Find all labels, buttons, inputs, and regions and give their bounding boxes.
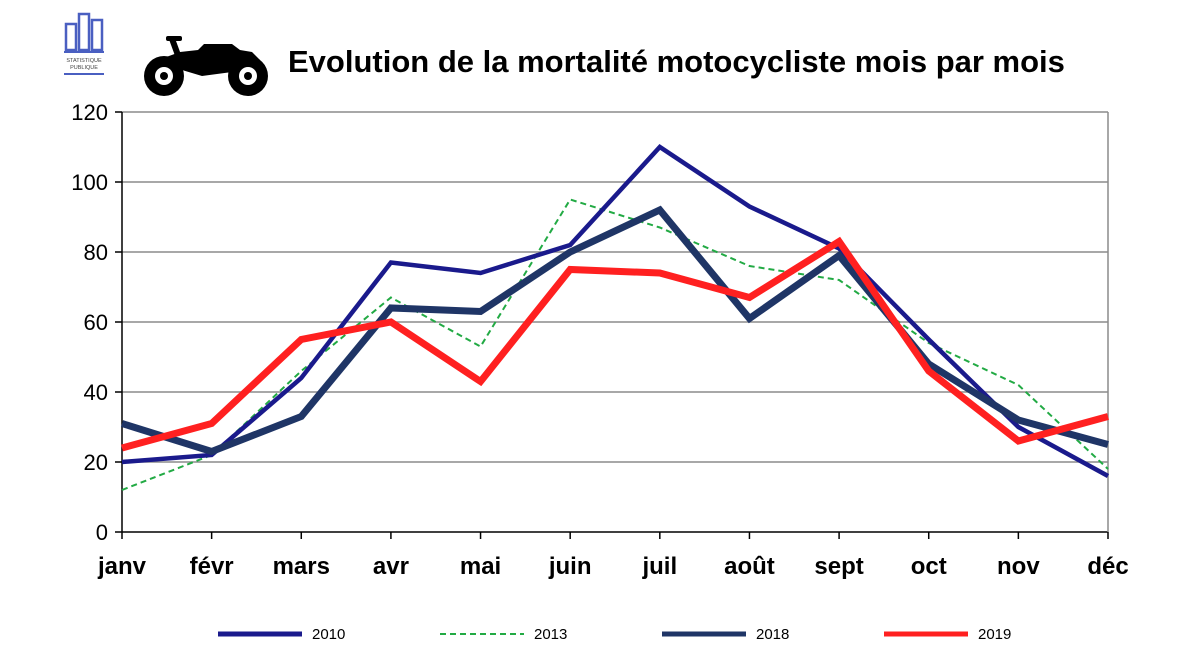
x-tick-label-9: oct [911, 553, 947, 580]
legend-swatch-2019 [884, 631, 968, 637]
legend-swatch-2010 [218, 631, 302, 637]
chart-legend: 2010 2013 2018 2019 [0, 622, 1200, 646]
legend-item-2010: 2010 [218, 622, 345, 646]
legend-label-2019: 2019 [978, 625, 1012, 643]
x-tick-label-1: févr [190, 553, 234, 580]
x-tick-label-2: mars [273, 553, 330, 580]
svg-text:PUBLIQUE: PUBLIQUE [70, 65, 98, 71]
legend-swatch-2018 [662, 631, 746, 637]
y-tick-label: 20 [84, 450, 108, 475]
x-tick-label-7: août [724, 553, 775, 580]
x-tick-label-0: janv [97, 553, 147, 580]
statistique-publique-logo: STATISTIQUE PUBLIQUE [64, 12, 104, 75]
chart-grid [122, 111, 1108, 463]
legend-item-2019: 2019 [884, 622, 1011, 646]
series-line-2013 [121, 198, 1109, 491]
chart-axes [115, 111, 1109, 539]
svg-text:STATISTIQUE: STATISTIQUE [66, 58, 102, 64]
x-tick-label-3: avr [373, 553, 409, 580]
x-tick-label-11: déc [1087, 553, 1128, 580]
legend-swatch-2013 [440, 633, 524, 635]
motorcycle-icon [144, 36, 268, 96]
legend-item-2013: 2013 [440, 622, 567, 646]
series-line-2018 [120, 205, 1109, 456]
chart-title: Evolution de la mortalité motocycliste m… [288, 44, 1065, 79]
y-tick-label: 0 [96, 520, 108, 545]
chart-series [120, 144, 1110, 491]
legend-label-2010: 2010 [312, 625, 346, 643]
y-tick-label: 120 [71, 100, 108, 125]
y-tick-label: 60 [84, 310, 108, 335]
line-chart: 0 20 40 60 80 100 120 janv févr mars avr mai juin ju… [71, 100, 1129, 580]
x-tick-label-10: nov [997, 553, 1040, 580]
legend-label-2018: 2018 [756, 625, 790, 643]
legend-item-2018: 2018 [662, 622, 789, 646]
y-tick-label: 40 [84, 380, 108, 405]
x-tick-label-6: juil [641, 553, 677, 580]
y-tick-label: 100 [71, 170, 108, 195]
x-tick-label-5: juin [548, 553, 592, 580]
series-line-2019 [121, 236, 1109, 452]
x-axis-ticks: janv févr mars avr mai juin juil août sept oct nov… [97, 553, 1129, 580]
y-tick-label: 80 [84, 240, 108, 265]
x-tick-label-8: sept [814, 553, 863, 580]
y-axis-ticks: 0 20 40 60 80 100 120 [71, 100, 108, 545]
x-tick-label-4: mai [460, 553, 501, 580]
series-line-2010 [121, 144, 1110, 478]
legend-label-2013: 2013 [534, 625, 568, 643]
